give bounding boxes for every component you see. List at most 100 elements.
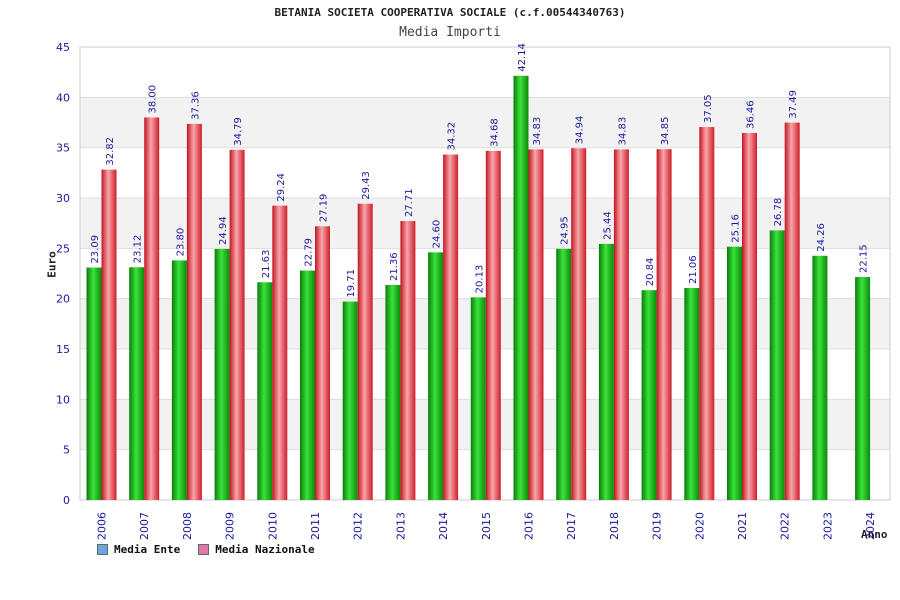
y-tick-label: 35 bbox=[56, 142, 70, 155]
value-label-media-ente-2009: 24.94 bbox=[218, 216, 229, 245]
bar-media-ente-2017 bbox=[556, 248, 572, 500]
legend: Media Ente Media Nazionale bbox=[97, 543, 315, 556]
bar-media-nazionale-2007 bbox=[144, 117, 160, 500]
bar-media-ente-2012 bbox=[342, 301, 358, 500]
value-label-media-nazionale-2018: 34.83 bbox=[617, 117, 628, 146]
value-label-media-nazionale-2021: 36.46 bbox=[746, 100, 757, 129]
x-tick-label-2008: 2008 bbox=[181, 512, 194, 540]
chart-title: BETANIA SOCIETA COOPERATIVA SOCIALE (c.f… bbox=[274, 6, 626, 19]
bar-media-ente-2006 bbox=[86, 267, 102, 500]
x-axis-label: Anno bbox=[861, 528, 888, 541]
value-label-media-ente-2011: 22.79 bbox=[304, 238, 315, 267]
value-label-media-nazionale-2011: 27.19 bbox=[319, 194, 330, 223]
y-tick-label: 15 bbox=[56, 343, 70, 356]
x-tick-label-2006: 2006 bbox=[96, 512, 109, 540]
bar-media-ente-2014 bbox=[428, 252, 444, 500]
bar-media-nazionale-2016 bbox=[528, 149, 544, 501]
x-tick-label-2013: 2013 bbox=[394, 512, 407, 540]
value-label-media-nazionale-2008: 37.36 bbox=[190, 91, 201, 120]
y-tick-label: 5 bbox=[63, 444, 70, 457]
x-tick-label-2021: 2021 bbox=[736, 512, 749, 540]
bar-media-nazionale-2020 bbox=[699, 127, 715, 500]
value-label-media-nazionale-2010: 29.24 bbox=[276, 173, 287, 202]
value-label-media-ente-2013: 21.36 bbox=[389, 252, 400, 281]
bar-media-nazionale-2018 bbox=[613, 149, 629, 501]
bar-media-ente-2013 bbox=[385, 284, 401, 500]
value-label-media-nazionale-2020: 37.05 bbox=[703, 94, 714, 123]
bar-media-ente-2021 bbox=[727, 246, 742, 500]
value-label-media-ente-2016: 42.14 bbox=[517, 43, 528, 72]
bar-media-nazionale-2013 bbox=[400, 221, 416, 500]
bar-media-ente-2020 bbox=[684, 287, 700, 500]
bars bbox=[86, 75, 871, 501]
value-label-media-ente-2008: 23.80 bbox=[175, 228, 186, 257]
x-tick-label-2009: 2009 bbox=[224, 512, 237, 540]
value-labels: 23.09 32.82 23.12 38.00 23.80 37.36 24.94 34.79… bbox=[90, 43, 870, 297]
value-label-media-ente-2014: 24.60 bbox=[432, 220, 443, 249]
bar-media-nazionale-2006 bbox=[101, 169, 117, 500]
legend-swatch-media-nazionale bbox=[198, 544, 210, 555]
value-label-media-ente-2012: 19.71 bbox=[346, 269, 357, 298]
value-label-media-ente-2022: 26.78 bbox=[773, 198, 784, 227]
bar-media-nazionale-2009 bbox=[229, 149, 245, 500]
legend-label-media-ente: Media Ente bbox=[114, 543, 181, 556]
x-tick-label-2017: 2017 bbox=[565, 512, 578, 540]
bar-media-nazionale-2012 bbox=[357, 203, 373, 500]
value-label-media-ente-2023: 24.26 bbox=[816, 223, 827, 252]
bar-media-ente-2019 bbox=[641, 290, 657, 500]
value-label-media-nazionale-2006: 32.82 bbox=[105, 137, 116, 166]
bar-media-nazionale-2019 bbox=[656, 149, 672, 500]
value-label-media-ente-2007: 23.12 bbox=[133, 235, 144, 264]
x-tick-label-2018: 2018 bbox=[608, 512, 621, 540]
value-label-media-nazionale-2016: 34.83 bbox=[532, 117, 543, 146]
legend-label-media-nazionale: Media Nazionale bbox=[215, 543, 315, 556]
y-tick-label: 10 bbox=[56, 393, 70, 406]
bar-media-ente-2018 bbox=[598, 243, 614, 501]
x-tick-label-2024: 2024 bbox=[864, 512, 877, 540]
bar-media-nazionale-2021 bbox=[742, 132, 757, 500]
y-tick-label: 25 bbox=[56, 242, 70, 255]
value-label-media-ente-2017: 24.95 bbox=[560, 216, 571, 245]
value-label-media-nazionale-2022: 37.49 bbox=[788, 90, 799, 119]
bar-media-nazionale-2011 bbox=[315, 226, 330, 500]
x-tick-label-2014: 2014 bbox=[437, 512, 450, 540]
x-tick-label-2023: 2023 bbox=[821, 512, 834, 540]
value-label-media-ente-2010: 21.63 bbox=[261, 250, 272, 279]
value-label-media-nazionale-2019: 34.85 bbox=[660, 117, 671, 146]
value-label-media-nazionale-2013: 27.71 bbox=[404, 188, 415, 217]
bar-media-ente-2010 bbox=[257, 282, 273, 500]
bar-media-ente-2009 bbox=[214, 248, 230, 500]
y-tick-label: 30 bbox=[56, 192, 70, 205]
value-label-media-nazionale-2007: 38.00 bbox=[148, 85, 159, 114]
legend-item-media-nazionale: Media Nazionale bbox=[198, 543, 315, 556]
chart-subtitle: Media Importi bbox=[399, 25, 501, 40]
bar-media-nazionale-2008 bbox=[186, 123, 202, 500]
value-label-media-ente-2018: 25.44 bbox=[602, 211, 613, 240]
value-label-media-nazionale-2014: 34.32 bbox=[447, 122, 458, 151]
bar-media-ente-2016 bbox=[513, 75, 529, 501]
bar-media-ente-2008 bbox=[171, 260, 187, 500]
value-label-media-ente-2006: 23.09 bbox=[90, 235, 101, 264]
value-label-media-nazionale-2012: 29.43 bbox=[361, 171, 372, 200]
x-tick-label-2019: 2019 bbox=[651, 512, 664, 540]
bar-media-ente-2007 bbox=[129, 267, 145, 500]
x-tick-label-2010: 2010 bbox=[266, 512, 279, 540]
x-tick-label-2020: 2020 bbox=[693, 512, 706, 540]
legend-swatch-media-ente bbox=[97, 544, 108, 555]
value-label-media-ente-2020: 21.06 bbox=[688, 255, 699, 284]
y-tick-label: 20 bbox=[56, 293, 70, 306]
bar-media-nazionale-2010 bbox=[272, 205, 288, 500]
bar-media-nazionale-2022 bbox=[784, 122, 800, 500]
x-tick-label-2016: 2016 bbox=[523, 512, 536, 540]
bar-media-ente-2015 bbox=[470, 297, 486, 500]
x-tick-label-2012: 2012 bbox=[352, 512, 365, 540]
value-label-media-ente-2021: 25.16 bbox=[731, 214, 742, 243]
bar-media-ente-2023 bbox=[812, 255, 828, 500]
x-axis: 2006 2007 2008 2009 2010 2011 2012 2013 2014 2015… bbox=[96, 512, 878, 540]
value-label-media-nazionale-2015: 34.68 bbox=[489, 118, 500, 147]
bar-media-nazionale-2014 bbox=[443, 154, 459, 500]
value-label-media-ente-2019: 20.84 bbox=[645, 258, 656, 287]
y-axis: 0 5 10 15 20 25 30 35 40 45 bbox=[56, 41, 70, 507]
y-tick-label: 45 bbox=[56, 41, 70, 54]
bar-media-ente-2011 bbox=[300, 270, 315, 500]
